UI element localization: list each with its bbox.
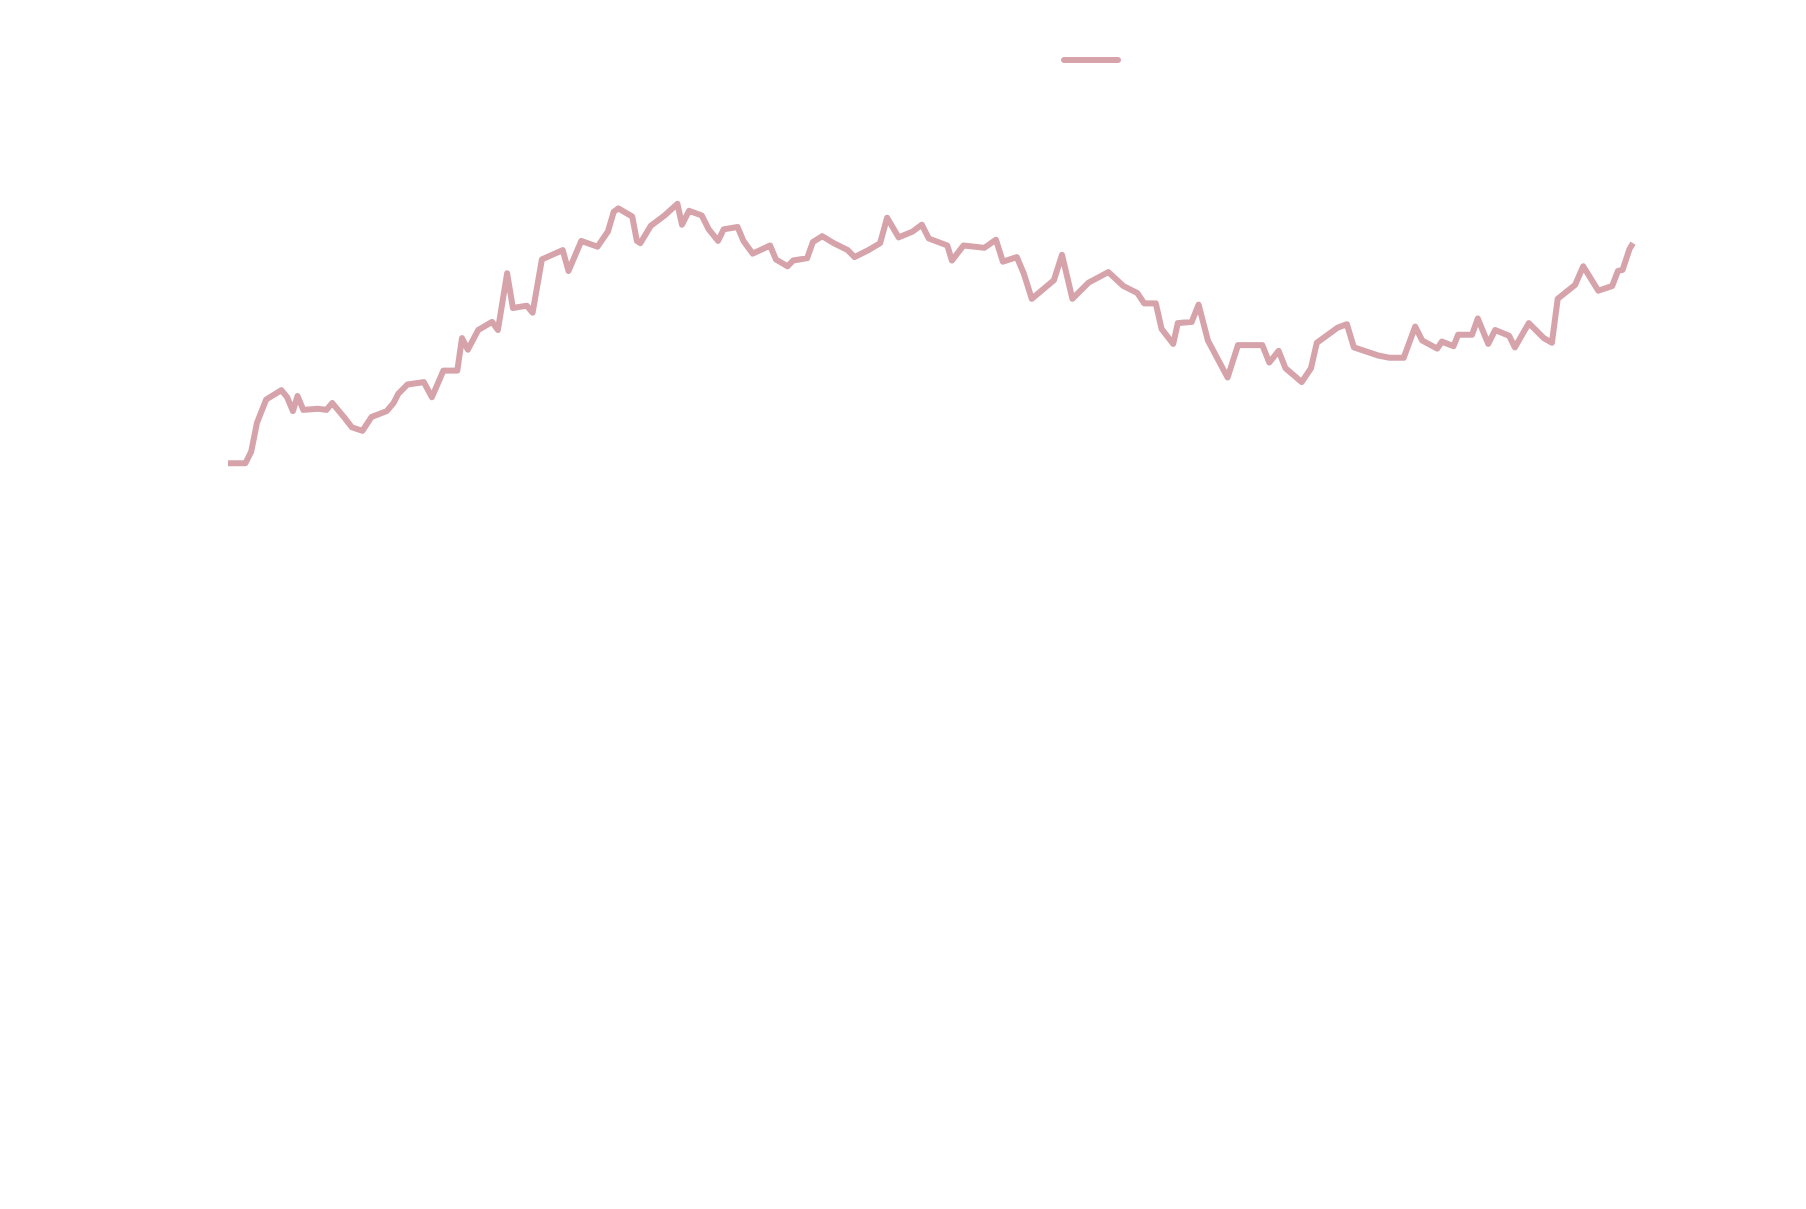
data-line <box>228 200 1636 467</box>
